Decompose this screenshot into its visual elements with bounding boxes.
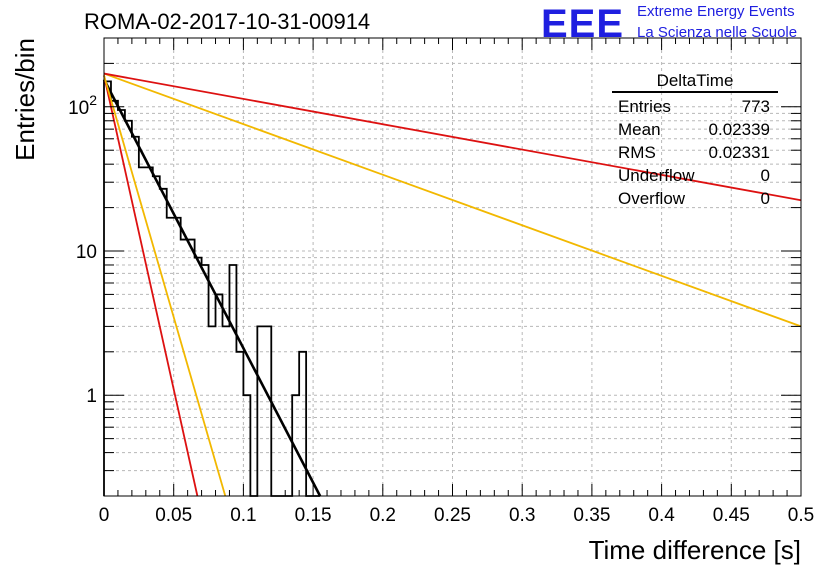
y-tick-label: 102 — [68, 92, 97, 119]
fit-line-1 — [103, 75, 199, 497]
stats-value: 0.02339 — [708, 120, 770, 139]
x-tick-label: 0.25 — [434, 505, 471, 526]
stats-value: 0 — [760, 189, 770, 208]
stats-key: Entries — [618, 97, 671, 116]
x-axis-label: Time difference [s] — [589, 535, 801, 565]
stats-row-underflow: Underflow 0 — [612, 164, 778, 187]
fit-line-4 — [103, 72, 802, 202]
x-tick-label: 0 — [99, 505, 110, 526]
eee-logo: EEE — [541, 2, 625, 46]
x-tick-label: 0.15 — [295, 505, 332, 526]
stats-row-rms: RMS 0.02331 — [612, 141, 778, 164]
y-tick-label: 1 — [86, 386, 97, 407]
x-tick-label: 0.5 — [788, 505, 814, 526]
x-tick-label: 0.05 — [155, 505, 192, 526]
chart-title: ROMA-02-2017-10-31-00914 — [84, 9, 371, 34]
logo-line-2: La Scienza nelle Scuole — [637, 24, 798, 41]
stats-value: 0 — [760, 166, 770, 185]
logo-line-1: Extreme Energy Events — [637, 3, 795, 20]
stats-key: Overflow — [618, 189, 686, 208]
x-tick-label: 0.35 — [573, 505, 610, 526]
stats-row-entries: Entries 773 — [612, 95, 778, 118]
stats-row-overflow: Overflow 0 — [612, 187, 778, 210]
stats-row-mean: Mean 0.02339 — [612, 118, 778, 141]
fit-line-3 — [103, 72, 802, 328]
x-tick-label: 0.1 — [230, 505, 256, 526]
x-tick-label: 0.2 — [370, 505, 396, 526]
stats-value: 0.02331 — [708, 143, 770, 162]
fit-line-0 — [102, 78, 322, 497]
x-tick-label: 0.45 — [713, 505, 750, 526]
stats-key: Underflow — [618, 166, 695, 185]
stats-key: Mean — [618, 120, 661, 139]
stats-box: DeltaTime Entries 773 Mean 0.02339 RMS 0… — [612, 70, 778, 210]
y-tick-label: 10 — [76, 242, 97, 263]
stats-title: DeltaTime — [612, 70, 778, 93]
stats-value: 773 — [741, 97, 770, 116]
stats-key: RMS — [618, 143, 656, 162]
x-tick-label: 0.4 — [648, 505, 675, 526]
fit-line-2 — [103, 75, 227, 497]
x-tick-label: 0.3 — [509, 505, 535, 526]
y-axis-label: Entries/bin — [10, 38, 40, 161]
